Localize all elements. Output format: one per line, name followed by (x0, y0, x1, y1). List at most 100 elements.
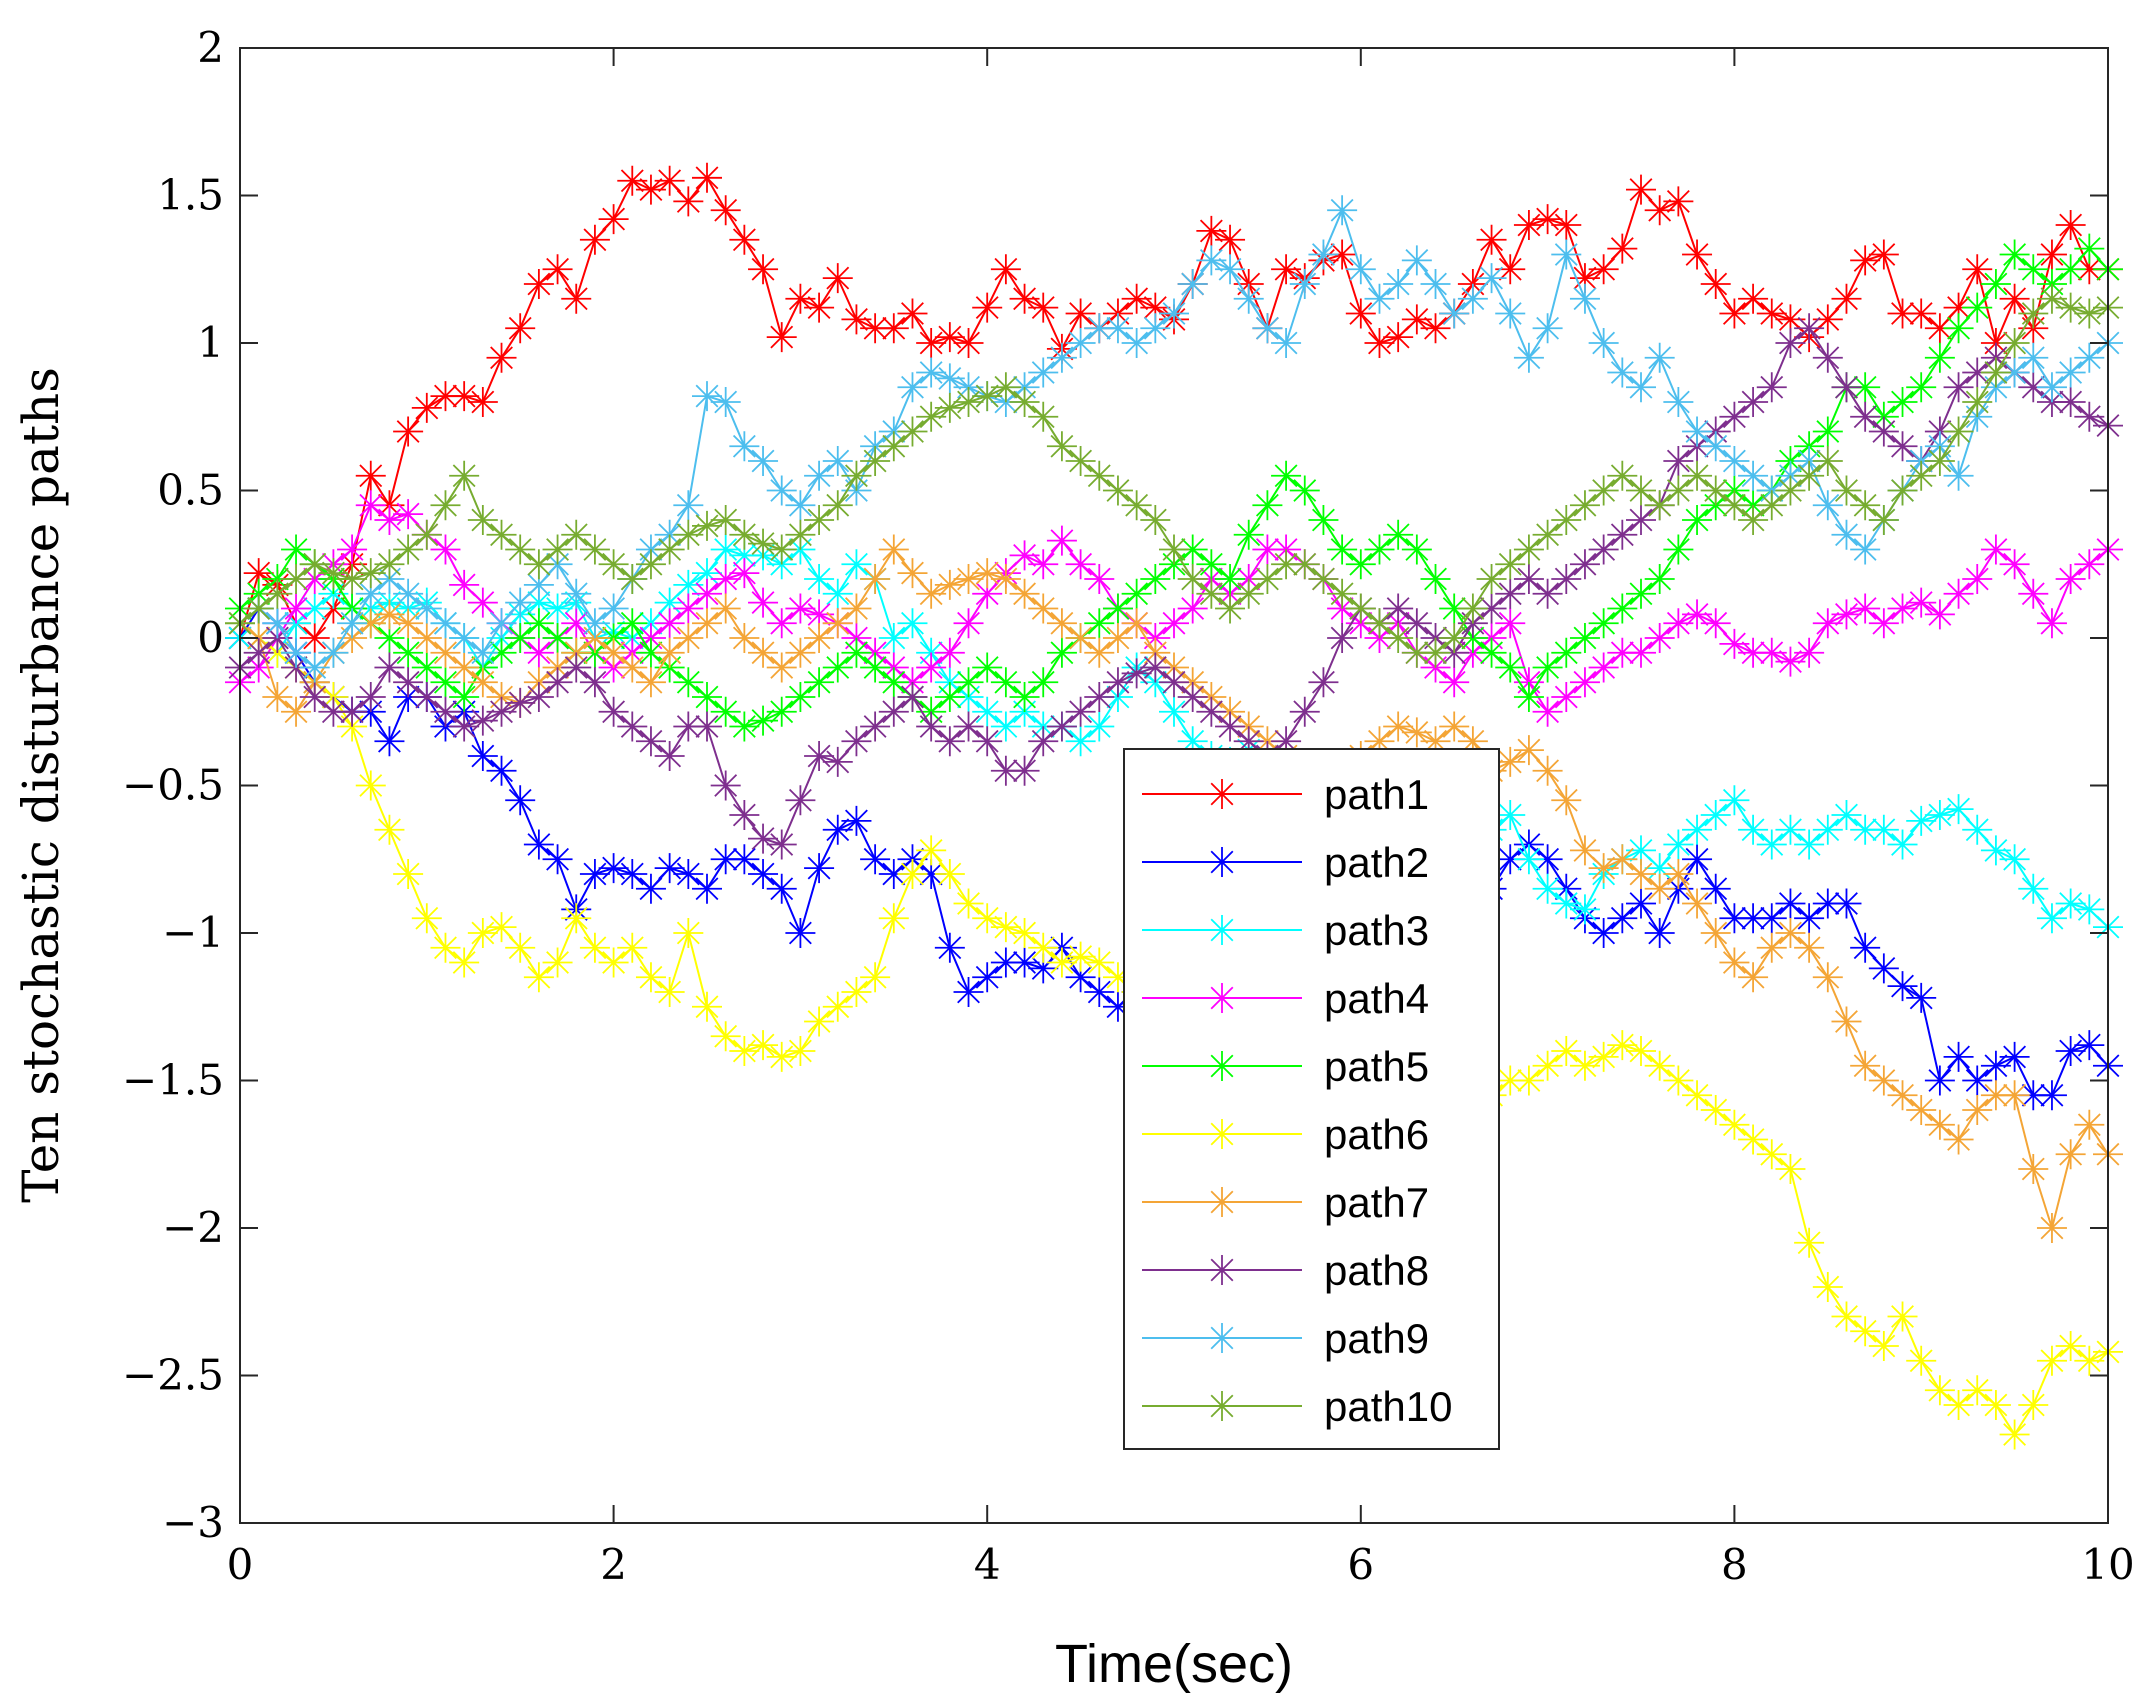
data-point-path3 (1159, 696, 1189, 727)
data-point-path5 (1252, 490, 1283, 521)
data-point-path6 (804, 1006, 835, 1037)
data-point-path6 (1046, 947, 1077, 978)
data-point-path6 (1569, 1050, 1600, 1081)
data-point-path7 (1532, 755, 1563, 786)
data-point-path5 (505, 623, 536, 653)
y-tick-label: −1.5 (122, 1056, 224, 1105)
legend-label: path4 (1324, 975, 1429, 1022)
data-point-path3 (1065, 726, 1096, 757)
data-point-path2 (822, 814, 853, 845)
data-point-path6 (1551, 1036, 1582, 1066)
data-point-path2 (729, 844, 760, 875)
data-point-path8 (1009, 755, 1040, 786)
data-point-path7 (972, 558, 1003, 589)
data-point-path2 (579, 859, 610, 889)
data-point-path2 (1775, 888, 1806, 919)
data-point-path2 (2055, 1036, 2086, 1066)
data-point-path4 (785, 593, 816, 624)
data-point-path2 (1962, 1065, 1993, 1096)
data-point-path1 (710, 195, 741, 226)
data-point-path9 (337, 608, 368, 639)
data-point-path7 (1551, 785, 1582, 816)
data-point-path4 (1588, 652, 1619, 683)
data-point-path10 (953, 387, 984, 417)
data-point-path2 (841, 805, 872, 836)
data-point-path1 (1756, 298, 1787, 329)
data-point-path8 (878, 696, 909, 727)
data-point-path7 (1887, 1080, 1918, 1111)
data-point-path10 (1513, 534, 1544, 565)
data-point-path10 (1271, 549, 1302, 580)
data-point-path3 (1906, 805, 1937, 836)
data-point-path5 (1401, 534, 1432, 565)
data-point-path8 (542, 667, 573, 698)
data-point-path6 (1850, 1316, 1881, 1347)
data-point-path8 (729, 800, 760, 830)
data-point-path10 (1980, 357, 2011, 388)
data-point-path8 (1140, 652, 1171, 683)
data-point-path7 (1756, 932, 1787, 963)
data-point-path9 (2018, 342, 2049, 373)
data-point-path9 (2036, 372, 2067, 403)
data-point-path1 (654, 165, 685, 196)
data-point-path3 (542, 593, 573, 624)
data-point-path8 (654, 741, 685, 771)
data-point-path2 (1009, 947, 1040, 978)
data-point-path10 (337, 564, 368, 594)
data-point-path10 (1700, 475, 1731, 506)
data-point-path9 (1850, 534, 1881, 565)
data-point-path9 (1364, 283, 1395, 314)
data-point-path10 (673, 519, 704, 550)
legend-entries: path1 path2 path3 path4 path5 path6 path7 path8… (1142, 771, 1452, 1430)
data-point-path1 (1028, 292, 1059, 323)
data-point-path10 (2018, 298, 2049, 329)
data-point-path9 (1102, 313, 1133, 344)
data-point-path2 (990, 947, 1021, 978)
data-point-path4 (654, 608, 685, 639)
data-point-path8 (1177, 682, 1208, 712)
data-point-path7 (430, 637, 461, 668)
data-point-path7 (1121, 608, 1152, 639)
data-point-path10 (281, 564, 312, 594)
data-point-path5 (1626, 578, 1656, 609)
data-point-path7 (617, 652, 648, 683)
data-point-path8 (561, 652, 592, 683)
data-point-path6 (1065, 941, 1096, 972)
legend-entry-path5: path5 (1142, 1043, 1429, 1090)
data-point-path4 (953, 608, 984, 639)
data-point-path10 (1999, 328, 2030, 358)
data-point-path9 (1046, 342, 1077, 373)
data-point-path5 (1121, 578, 1152, 609)
data-point-path10 (411, 519, 442, 550)
data-point-path8 (673, 711, 704, 742)
data-point-path3 (1887, 829, 1918, 860)
data-point-path10 (1887, 475, 1918, 506)
data-point-path2 (748, 859, 779, 889)
data-point-path7 (2018, 1154, 2049, 1184)
data-point-path5 (729, 711, 760, 742)
data-point-path7 (729, 623, 760, 653)
data-point-path3 (972, 696, 1003, 727)
data-point-path1 (1569, 263, 1600, 294)
data-point-path2 (1588, 918, 1619, 948)
data-point-path1 (355, 460, 386, 491)
data-point-path4 (673, 593, 704, 624)
data-point-path4 (2036, 608, 2067, 639)
data-point-path7 (1775, 918, 1806, 948)
data-point-path6 (654, 977, 685, 1007)
data-point-path5 (2074, 233, 2105, 264)
data-point-path2 (1084, 977, 1115, 1007)
data-point-path5 (673, 667, 704, 698)
data-point-path2 (2074, 1030, 2105, 1061)
data-point-path2 (1682, 844, 1713, 875)
data-point-path7 (1495, 746, 1526, 777)
data-point-path8 (2074, 401, 2105, 432)
data-point-path10 (1439, 623, 1470, 653)
data-point-path9 (692, 381, 722, 412)
data-point-path1 (579, 224, 610, 255)
legend-label: path10 (1324, 1383, 1452, 1430)
data-point-path6 (1663, 1065, 1694, 1096)
data-point-path10 (635, 549, 666, 580)
data-point-path6 (1719, 1109, 1750, 1140)
data-point-path5 (1439, 593, 1470, 624)
